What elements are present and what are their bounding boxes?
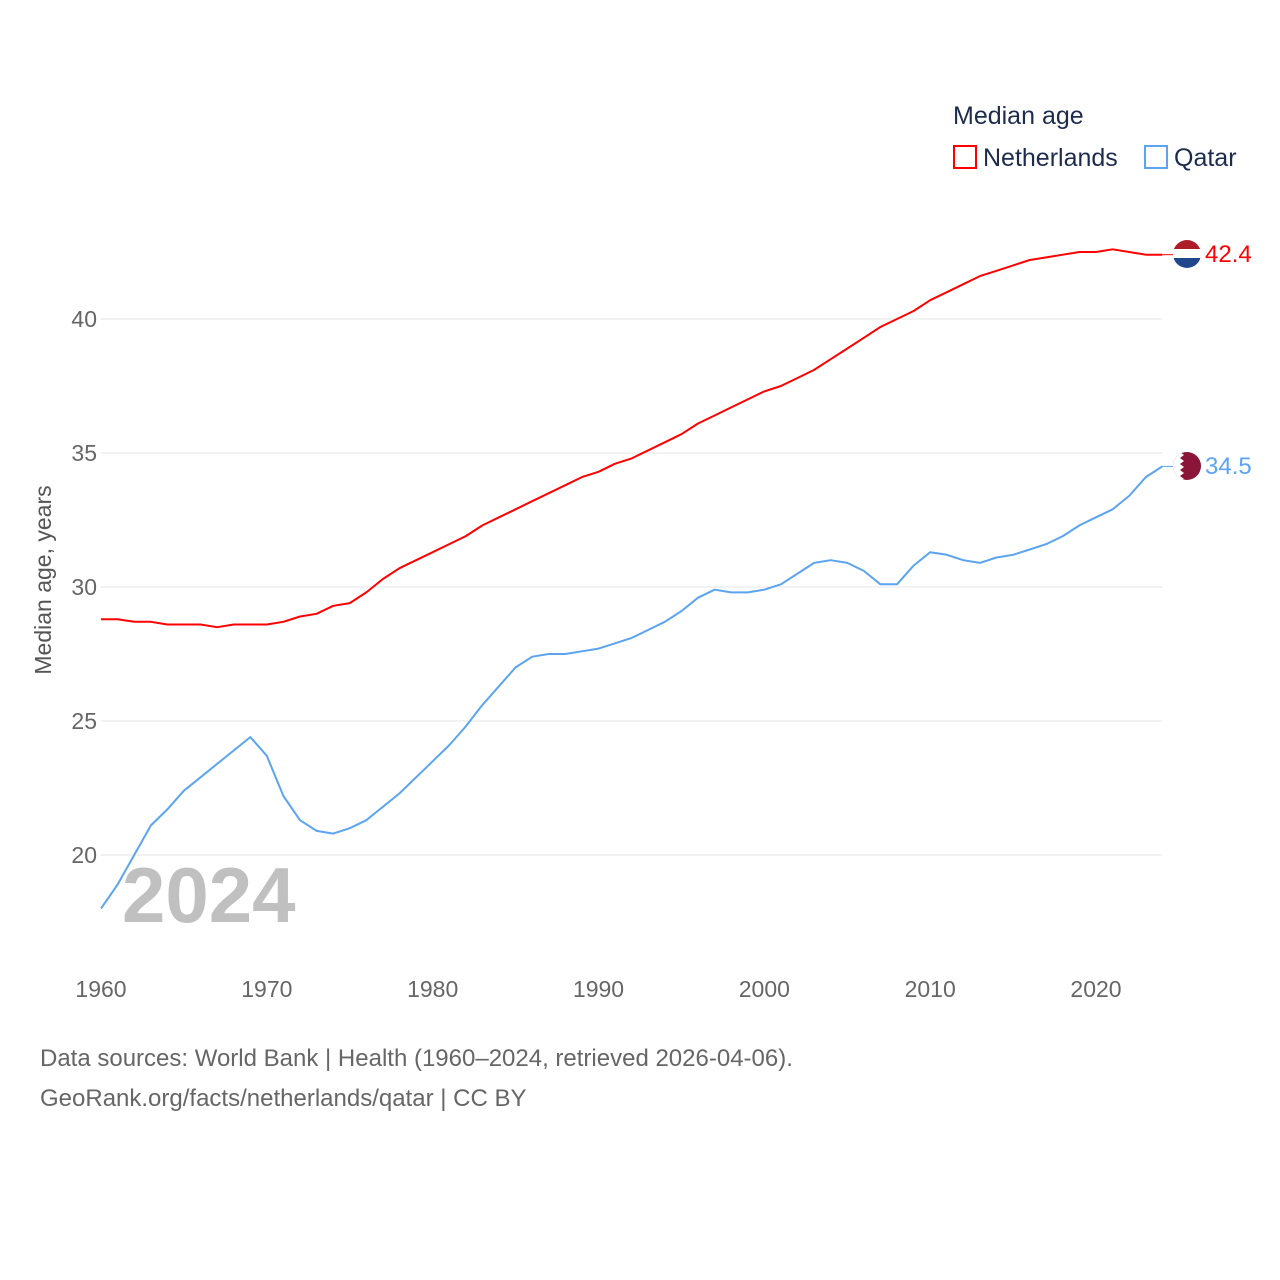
legend-title: Median age xyxy=(953,102,1084,130)
y-axis-label: Median age, years xyxy=(30,485,56,674)
legend-label-netherlands: Netherlands xyxy=(983,144,1118,172)
series-lines xyxy=(100,248,1173,910)
year-overlay: 2024 xyxy=(122,851,296,939)
x-tick-label: 2000 xyxy=(739,976,790,1002)
x-axis-ticks: 1960 1970 1980 1990 2000 2010 2020 xyxy=(75,976,1121,1002)
legend-item-qatar[interactable]: Qatar xyxy=(1144,144,1237,172)
end-label-qatar: 34.5 xyxy=(1205,453,1252,480)
y-tick-label: 25 xyxy=(71,708,97,734)
end-label-netherlands: 42.4 xyxy=(1205,241,1252,268)
y-tick-label: 30 xyxy=(71,574,97,600)
series-line-netherlands xyxy=(101,248,1163,629)
y-tick-label: 40 xyxy=(71,306,97,332)
legend-swatch-qatar xyxy=(1144,145,1168,169)
legend-item-netherlands[interactable]: Netherlands xyxy=(953,144,1118,172)
x-tick-label: 1960 xyxy=(75,976,126,1002)
x-tick-label: 1980 xyxy=(407,976,458,1002)
x-tick-label: 1990 xyxy=(573,976,624,1002)
grid-lines xyxy=(101,318,1162,856)
data-source-text: Data sources: World Bank | Health (1960–… xyxy=(40,1045,793,1072)
legend-swatch-netherlands xyxy=(953,145,977,169)
x-tick-label: 2020 xyxy=(1070,976,1121,1002)
y-tick-label: 20 xyxy=(71,842,97,868)
x-tick-label: 1970 xyxy=(241,976,292,1002)
series-line-qatar xyxy=(100,465,1163,910)
netherlands-flag-icon xyxy=(1173,240,1201,268)
qatar-flag-icon xyxy=(1173,452,1201,480)
y-tick-label: 35 xyxy=(71,440,97,466)
y-axis-ticks: 20 25 30 35 40 xyxy=(71,306,97,868)
legend-label-qatar: Qatar xyxy=(1174,144,1237,172)
x-tick-label: 2010 xyxy=(905,976,956,1002)
attribution-text: GeoRank.org/facts/netherlands/qatar | CC… xyxy=(40,1085,527,1112)
